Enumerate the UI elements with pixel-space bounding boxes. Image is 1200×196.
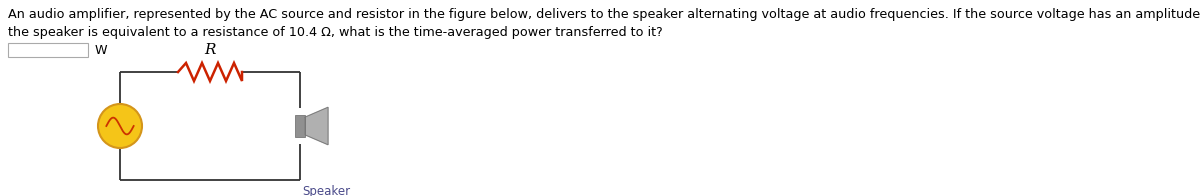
Polygon shape <box>305 107 328 145</box>
FancyBboxPatch shape <box>8 43 88 57</box>
Text: W: W <box>95 44 108 56</box>
Text: the speaker is equivalent to a resistance of 10.4 Ω, what is the time-averaged p: the speaker is equivalent to a resistanc… <box>8 26 662 39</box>
Text: An audio amplifier, represented by the AC source and resistor in the figure belo: An audio amplifier, represented by the A… <box>8 8 1200 21</box>
Text: R: R <box>204 43 216 57</box>
Circle shape <box>98 104 142 148</box>
Bar <box>295 115 305 137</box>
Text: Speaker: Speaker <box>302 185 350 196</box>
